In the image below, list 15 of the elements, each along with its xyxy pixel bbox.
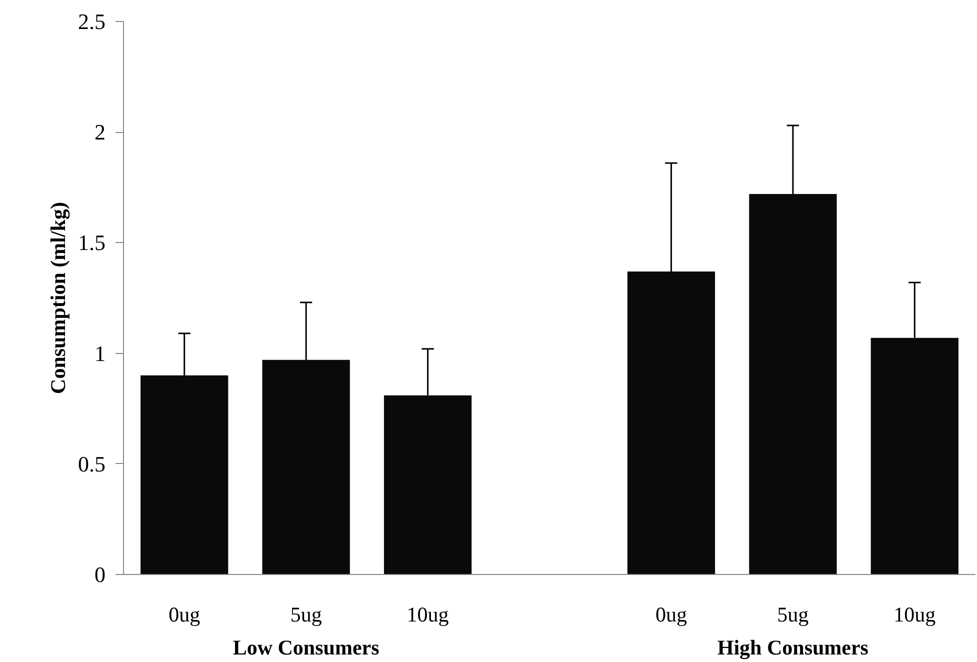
- text: High Consumers: [717, 636, 868, 660]
- y-tick-label: 1: [94, 340, 106, 366]
- y-tick-label: 1.5: [78, 230, 106, 256]
- x-tick-label: 0ug: [655, 602, 688, 626]
- y-tick-label: 0: [94, 562, 106, 587]
- x-tick-label: 10ug: [894, 602, 936, 626]
- text: Low Consumers: [232, 636, 380, 660]
- x-tick-label: 0ug: [168, 602, 201, 626]
- x-tick-label: 10ug: [406, 602, 450, 626]
- y-tick-label: 0.5: [78, 451, 106, 476]
- y-axis-title: Consumption (ml/kg): [46, 202, 70, 394]
- y-tick-label: 2: [94, 120, 106, 145]
- x-tick-label: 5ug: [290, 602, 322, 626]
- y-tick-label: 2.5: [78, 9, 106, 34]
- x-tick-label: 5ug: [777, 602, 810, 626]
